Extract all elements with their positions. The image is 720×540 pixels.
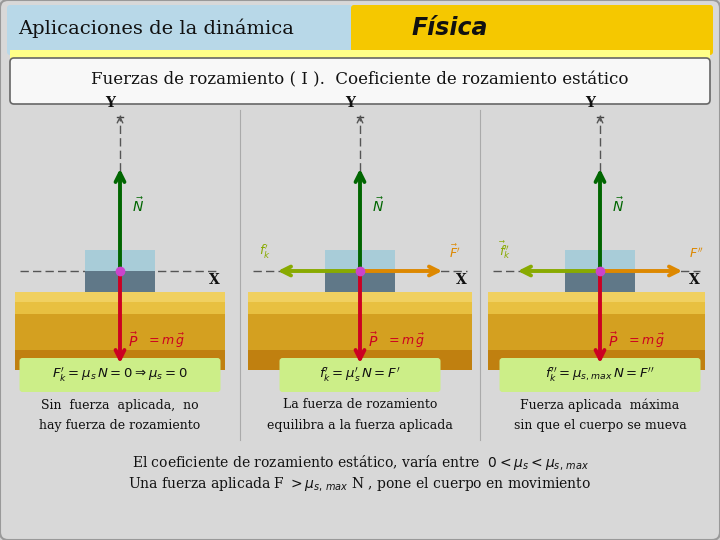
Bar bbox=[248, 292, 472, 350]
FancyBboxPatch shape bbox=[10, 58, 710, 104]
Bar bbox=[15, 292, 225, 314]
Text: $= m\, \vec{g}$: $= m\, \vec{g}$ bbox=[146, 332, 185, 350]
Text: $\vec{P}$: $\vec{P}$ bbox=[368, 332, 378, 350]
Bar bbox=[565, 250, 635, 271]
Bar bbox=[325, 271, 395, 292]
Text: sin que el cuerpo se mueva: sin que el cuerpo se mueva bbox=[513, 418, 686, 431]
Text: La fuerza de rozamiento: La fuerza de rozamiento bbox=[283, 399, 437, 411]
Text: X: X bbox=[689, 273, 700, 287]
Text: $\vec{N}$: $\vec{N}$ bbox=[612, 197, 624, 215]
Bar bbox=[325, 250, 395, 271]
Text: Fuerza aplicada  máxima: Fuerza aplicada máxima bbox=[521, 399, 680, 411]
Bar bbox=[248, 292, 472, 314]
Bar bbox=[15, 292, 225, 350]
FancyBboxPatch shape bbox=[351, 5, 713, 55]
Bar bbox=[488, 292, 705, 370]
Text: Física: Física bbox=[412, 16, 488, 40]
Bar bbox=[15, 292, 225, 302]
Text: $\vec{P}$: $\vec{P}$ bbox=[608, 332, 618, 350]
Text: Sin  fuerza  aplicada,  no: Sin fuerza aplicada, no bbox=[41, 399, 199, 411]
Text: Y: Y bbox=[585, 96, 595, 110]
Text: $= m\, \vec{g}$: $= m\, \vec{g}$ bbox=[386, 332, 425, 350]
Bar bbox=[488, 292, 705, 314]
Text: hay fuerza de rozamiento: hay fuerza de rozamiento bbox=[40, 418, 201, 431]
Text: $\vec{f}_k''$: $\vec{f}_k''$ bbox=[499, 239, 511, 261]
Text: Y: Y bbox=[105, 96, 115, 110]
Bar bbox=[10, 50, 710, 60]
Text: X: X bbox=[456, 273, 467, 287]
Text: $F_k' = \mu_s\, N = 0 \Rightarrow \mu_s = 0$: $F_k' = \mu_s\, N = 0 \Rightarrow \mu_s … bbox=[52, 366, 188, 384]
Text: $\vec{N}$: $\vec{N}$ bbox=[372, 197, 384, 215]
Text: $f_k'$: $f_k'$ bbox=[259, 243, 271, 261]
Bar bbox=[85, 250, 155, 271]
Text: Y: Y bbox=[345, 96, 355, 110]
Bar bbox=[248, 292, 472, 302]
Text: Aplicaciones de la dinámica: Aplicaciones de la dinámica bbox=[18, 18, 294, 38]
Bar bbox=[488, 292, 705, 302]
Text: $F''$: $F''$ bbox=[689, 246, 703, 261]
Text: X: X bbox=[210, 273, 220, 287]
Text: Una fuerza aplicada F $> \mu_{s,\,max}$ N , pone el cuerpo en movimiento: Una fuerza aplicada F $> \mu_{s,\,max}$ … bbox=[128, 475, 592, 493]
Bar bbox=[85, 271, 155, 292]
Text: equilibra a la fuerza aplicada: equilibra a la fuerza aplicada bbox=[267, 418, 453, 431]
Text: $= m\, \vec{g}$: $= m\, \vec{g}$ bbox=[626, 332, 665, 350]
FancyBboxPatch shape bbox=[500, 358, 701, 392]
FancyBboxPatch shape bbox=[279, 358, 441, 392]
Text: $\vec{N}$: $\vec{N}$ bbox=[132, 197, 144, 215]
FancyBboxPatch shape bbox=[7, 5, 353, 55]
Bar bbox=[565, 271, 635, 292]
Bar bbox=[248, 292, 472, 370]
Text: $f_k' =  \mu_s'\, N = F'$: $f_k' = \mu_s'\, N = F'$ bbox=[319, 366, 401, 384]
Bar bbox=[15, 292, 225, 370]
Text: El coeficiente de rozamiento estático, varía entre  $0 < \mu_s < \mu_{s,\,max}$: El coeficiente de rozamiento estático, v… bbox=[132, 453, 588, 471]
Bar bbox=[488, 292, 705, 350]
Text: $f_k'' =  \mu_{s,max}\, N = F''$: $f_k'' = \mu_{s,max}\, N = F''$ bbox=[545, 366, 655, 384]
FancyBboxPatch shape bbox=[19, 358, 220, 392]
Text: $\vec{P}$: $\vec{P}$ bbox=[128, 332, 138, 350]
Text: $\vec{F}'$: $\vec{F}'$ bbox=[449, 244, 461, 261]
Text: Fuerzas de rozamiento ( I ).  Coeficiente de rozamiento estático: Fuerzas de rozamiento ( I ). Coeficiente… bbox=[91, 71, 629, 89]
